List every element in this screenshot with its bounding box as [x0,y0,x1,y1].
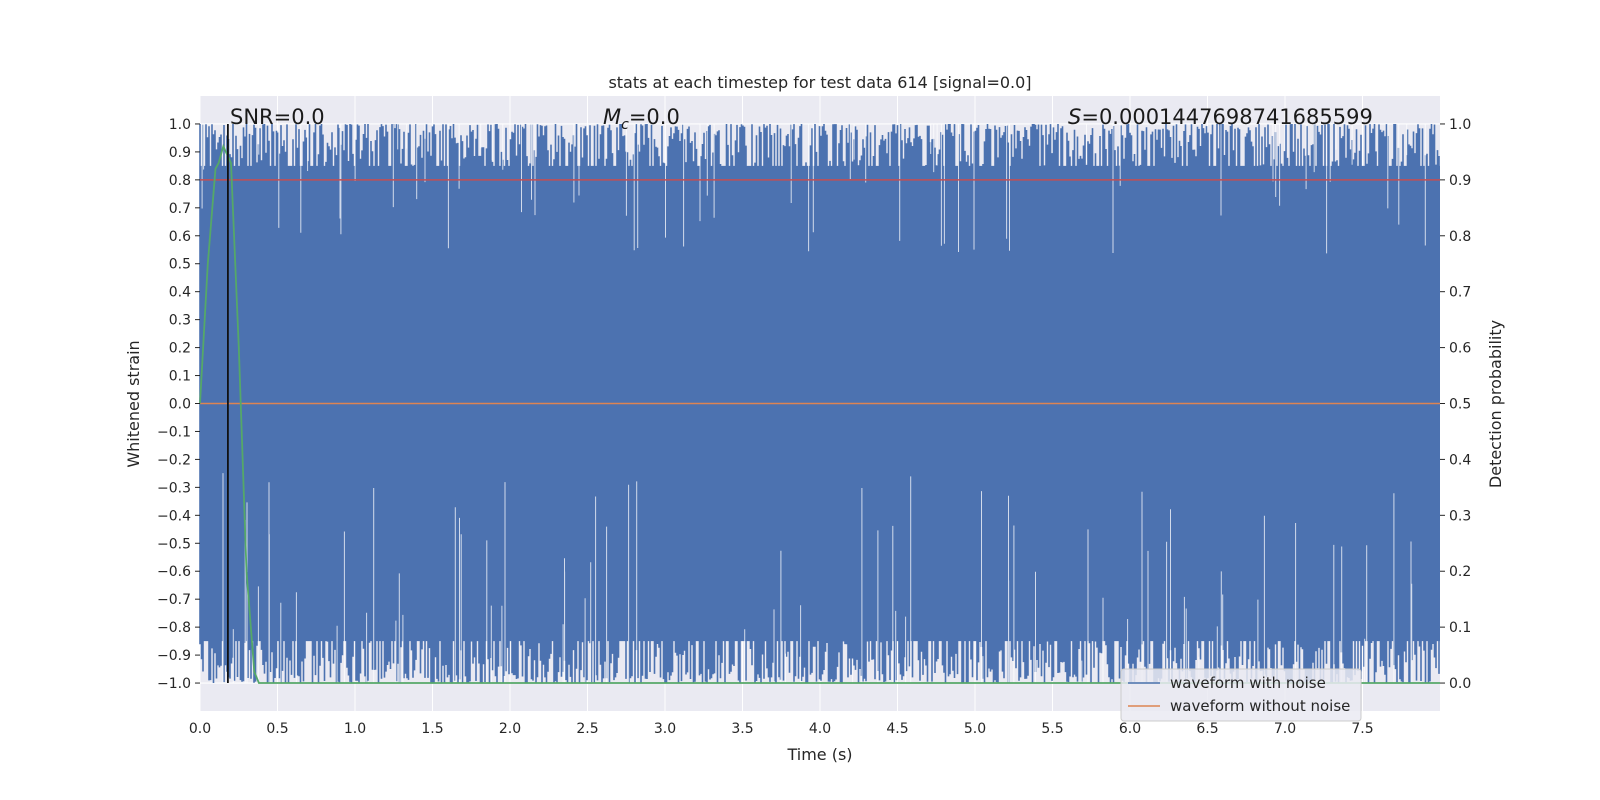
x-tick-label: 1.5 [421,721,443,737]
x-tick-label: 5.0 [964,721,986,737]
y2-axis-label: Detection probability [1486,320,1505,488]
y-tick-label: 1.0 [169,117,191,133]
x-tick-label: 0.0 [189,721,211,737]
y-tick-label: 0.4 [169,285,191,301]
y-tick-label: −0.3 [157,480,191,496]
overlay [199,123,1440,684]
y2-tick-label: 0.3 [1449,508,1471,524]
y-tick-label: −0.5 [157,536,191,552]
x-axis-label: Time (s) [786,745,852,764]
y-tick-label: 0.0 [169,397,191,413]
legend-box [1120,668,1362,722]
y2-tick-label: 0.9 [1449,173,1471,189]
y-tick-label: 0.8 [169,173,191,189]
y-tick-label: 0.2 [169,341,191,357]
y-tick-label: 0.3 [169,313,191,329]
x-tick-label: 7.0 [1274,721,1296,737]
x-tick-label: 2.5 [576,721,598,737]
x-tick-label: 2.0 [499,721,521,737]
y2-tick-label: 0.5 [1449,397,1471,413]
x-tick-label: 5.5 [1041,721,1063,737]
y-tick-label: −0.4 [157,508,191,524]
y-tick-label: −0.9 [157,648,191,664]
y-tick-label: −0.6 [157,564,191,580]
x-tick-label: 0.5 [266,721,288,737]
y2-tick-label: 0.2 [1449,564,1471,580]
y-tick-label: 0.1 [169,369,191,385]
x-tick-label: 3.5 [731,721,753,737]
x-tick-label: 7.5 [1351,721,1373,737]
y-tick-label: −0.8 [157,620,191,636]
y-tick-label: −0.2 [157,452,191,468]
noise-dips [201,124,1426,683]
chart-title: stats at each timestep for test data 614… [608,73,1031,92]
x-tick-label: 1.0 [344,721,366,737]
x-tick-label: 3.0 [654,721,676,737]
series-detection-probability [199,143,1440,684]
mc-annotation: Mc=0.0 [603,105,680,133]
x-tick-label: 6.0 [1119,721,1141,737]
s-annotation: S=0.0001447698741685599 [1068,105,1373,129]
y2-tick-label: 0.1 [1449,620,1471,636]
x-tick-label: 4.5 [886,721,908,737]
y-tick-label: −1.0 [157,676,191,692]
y-tick-label: 0.5 [169,257,191,273]
x-tick-labels: 0.0 0.5 1.0 1.5 2.0 2.5 3.0 3.5 4.0 4.5 5.0 5.5 6.0 6… [189,721,1374,737]
y2-tick-labels: 1.0 0.9 0.8 0.7 0.6 0.5 0.4 0.3 0.2 0.1 0.0 [1440,117,1471,692]
legend-label-noise: waveform with noise [1170,674,1326,692]
y-tick-label: 0.9 [169,145,191,161]
y2-tick-label: 0.8 [1449,229,1471,245]
y-tick-label: −0.7 [157,592,191,608]
y2-tick-label: 0.4 [1449,452,1471,468]
y-tick-label: 0.7 [169,201,191,217]
y2-tick-label: 0.6 [1449,341,1471,357]
y2-tick-label: 1.0 [1449,117,1471,133]
y-tick-label: 0.6 [169,229,191,245]
y-tick-labels: 1.0 0.9 0.8 0.7 0.6 0.5 0.4 0.3 0.2 0.1 0.0 −0.1 −0.… [157,117,200,692]
y-tick-label: −0.1 [157,424,191,440]
x-tick-label: 4.0 [809,721,831,737]
legend-label-clean: waveform without noise [1170,697,1350,715]
y-axis-label: Whitened strain [124,340,143,467]
y2-tick-label: 0.7 [1449,285,1471,301]
y2-tick-label: 0.0 [1449,676,1471,692]
snr-annotation: SNR=0.0 [230,105,325,129]
x-tick-label: 6.5 [1196,721,1218,737]
legend: waveform with noise waveform without noi… [1120,668,1362,722]
